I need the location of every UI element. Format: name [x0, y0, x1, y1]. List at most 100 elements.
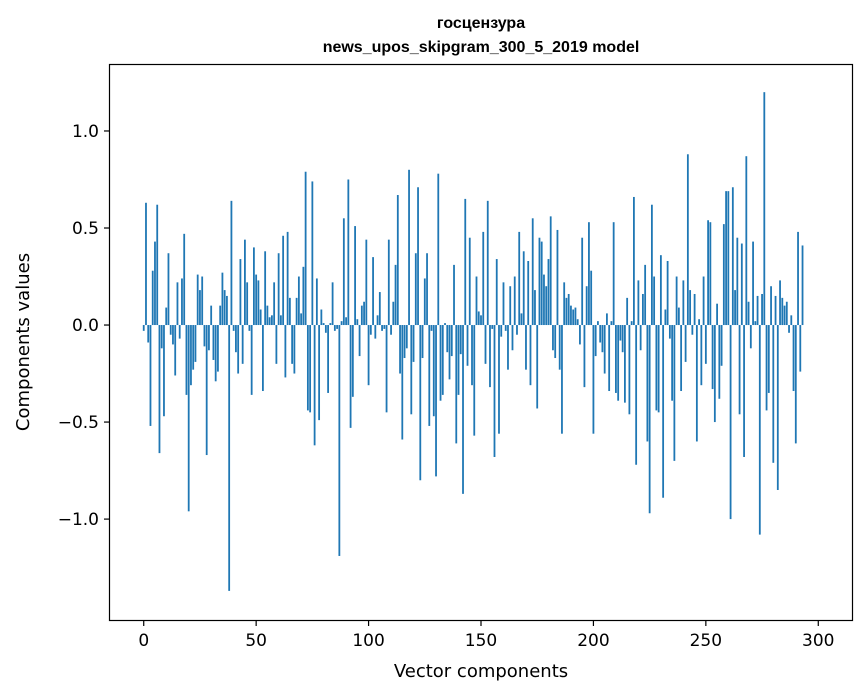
bar-component-111 — [392, 301, 395, 326]
bar-component-147 — [473, 325, 476, 436]
bar-component-95 — [356, 319, 359, 326]
bar-component-233 — [666, 261, 669, 326]
bar-component-263 — [734, 290, 736, 326]
bar-component-143 — [464, 198, 467, 326]
bar-component-8 — [160, 325, 163, 349]
bar-component-172 — [529, 325, 532, 386]
bar-component-253 — [711, 325, 714, 390]
bar-component-202 — [597, 321, 599, 326]
bar-component-277 — [765, 325, 768, 411]
bar-component-293 — [801, 245, 804, 326]
bar-component-96 — [358, 325, 361, 357]
bar-component-83 — [329, 323, 332, 326]
bar-component-194 — [579, 325, 581, 345]
bar-component-234 — [668, 325, 671, 339]
bar-component-240 — [682, 280, 685, 326]
bar-component-65 — [288, 297, 291, 326]
bar-component-241 — [684, 325, 687, 362]
bar-component-190 — [570, 305, 572, 326]
bar-component-29 — [208, 325, 210, 351]
bar-component-283 — [779, 280, 781, 326]
bar-component-86 — [336, 325, 338, 329]
bar-component-66 — [291, 325, 294, 364]
bar-component-191 — [572, 309, 575, 326]
bar-component-94 — [354, 226, 356, 326]
bar-component-14 — [174, 325, 177, 376]
bar-component-21 — [190, 325, 192, 386]
bar-component-79 — [320, 309, 323, 326]
bar-component-149 — [477, 311, 480, 326]
bar-component-189 — [567, 293, 570, 326]
bar-component-209 — [612, 222, 615, 326]
bar-component-73 — [306, 325, 309, 411]
bar-component-38 — [228, 325, 231, 591]
bar-component-126 — [426, 253, 428, 326]
x-tick-label: 100 — [352, 631, 384, 651]
bar-component-142 — [462, 325, 464, 494]
bar-component-76 — [313, 325, 316, 446]
bar-component-117 — [405, 325, 408, 349]
bar-component-12 — [169, 325, 172, 335]
bar-component-273 — [756, 295, 759, 326]
bar-component-250 — [704, 325, 707, 364]
bar-component-129 — [432, 325, 435, 417]
bar-component-290 — [794, 325, 797, 444]
bar-component-155 — [491, 325, 494, 329]
bars-group — [142, 92, 804, 591]
bar-component-81 — [324, 325, 327, 333]
y-tick-label: 1.0 — [72, 122, 99, 142]
bar-component-98 — [363, 301, 365, 326]
bar-component-212 — [619, 325, 622, 341]
bar-component-16 — [178, 325, 181, 339]
bar-component-219 — [635, 325, 638, 465]
bar-component-228 — [655, 325, 658, 411]
bar-component-101 — [369, 325, 372, 335]
bar-component-154 — [489, 325, 491, 388]
bar-component-184 — [556, 229, 559, 326]
bar-component-171 — [527, 261, 530, 326]
bar-component-51 — [257, 280, 260, 326]
bar-component-58 — [273, 282, 276, 326]
bar-component-34 — [219, 305, 222, 326]
bar-component-75 — [311, 181, 314, 326]
bar-component-150 — [480, 315, 482, 326]
bar-component-163 — [509, 286, 512, 326]
bar-component-257 — [720, 325, 723, 366]
bar-component-185 — [558, 325, 561, 370]
bar-component-105 — [378, 292, 381, 326]
bar-component-82 — [327, 325, 329, 393]
bar-component-44 — [241, 325, 244, 364]
bar-component-25 — [199, 290, 201, 326]
bar-component-31 — [212, 325, 215, 360]
bar-component-69 — [297, 276, 300, 326]
bar-component-135 — [446, 325, 449, 353]
bar-component-3 — [149, 325, 152, 426]
bar-component-67 — [293, 325, 296, 374]
bar-component-193 — [576, 319, 579, 326]
bar-component-102 — [372, 257, 374, 326]
bar-component-216 — [628, 325, 631, 415]
bar-component-55 — [266, 305, 269, 326]
bar-component-84 — [331, 282, 334, 326]
bar-component-130 — [435, 325, 437, 477]
bar-component-264 — [736, 237, 739, 326]
bar-component-41 — [235, 325, 237, 353]
bar-component-168 — [520, 313, 523, 326]
bar-component-92 — [349, 325, 352, 428]
y-tick-label: 0.0 — [72, 316, 99, 336]
bar-component-164 — [511, 325, 514, 351]
bar-component-43 — [239, 259, 242, 326]
bar-component-121 — [414, 253, 417, 326]
x-tick-label: 300 — [802, 631, 834, 651]
x-axis-label: Vector components — [394, 661, 568, 682]
bar-component-262 — [731, 187, 734, 326]
bar-component-238 — [677, 307, 680, 326]
bar-component-244 — [691, 325, 694, 335]
bar-component-11 — [167, 253, 170, 326]
bar-component-268 — [745, 156, 748, 326]
bar-component-178 — [543, 274, 545, 326]
bar-component-280 — [772, 325, 775, 463]
bar-component-157 — [495, 259, 498, 326]
bar-component-269 — [747, 301, 750, 326]
